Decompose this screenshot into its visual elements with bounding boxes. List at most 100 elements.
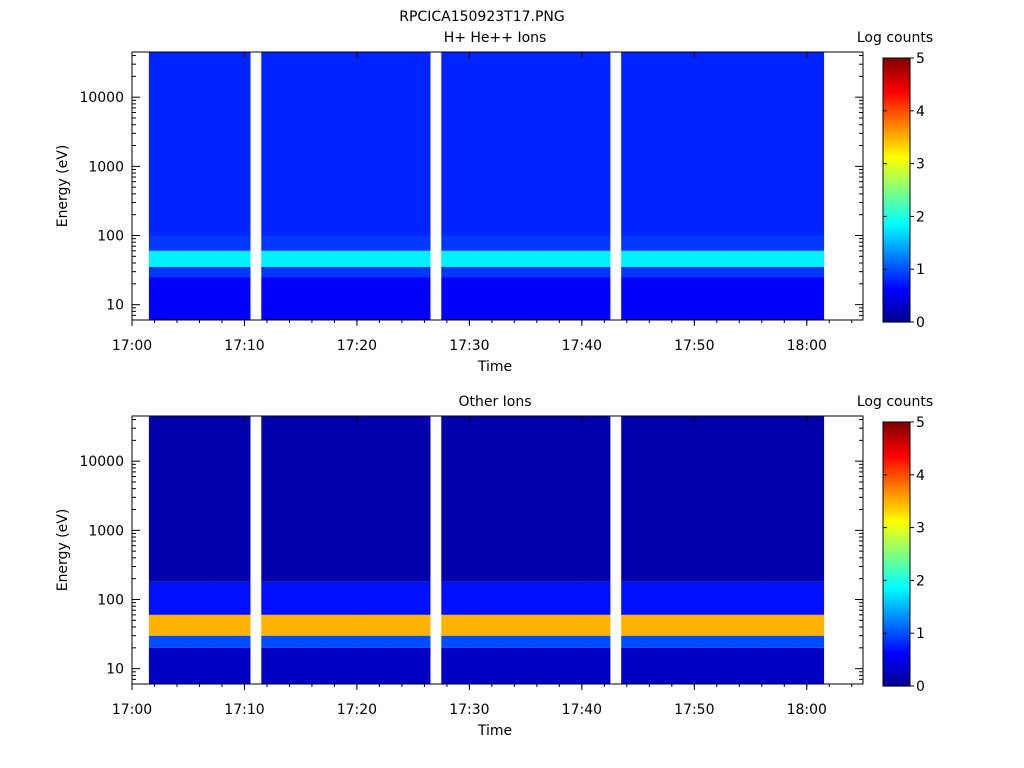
x-tick-label: 17:50 <box>674 338 714 354</box>
colorbar-segment <box>883 485 910 489</box>
heatmap-cell <box>216 250 251 267</box>
heatmap-cell <box>654 581 690 615</box>
heatmap-cell <box>362 277 397 320</box>
heatmap-cell <box>688 416 723 582</box>
heatmap-cell <box>396 267 431 278</box>
colorbar: 0 1 2 3 4 5 <box>882 415 925 695</box>
colorbar-segment <box>883 234 910 239</box>
colorbar-segment <box>883 488 910 492</box>
colorbar-segment <box>883 667 910 671</box>
heatmap-cell <box>475 267 510 278</box>
colorbar-segment <box>883 197 910 202</box>
heatmap-cell <box>362 614 397 636</box>
heatmap-cell <box>756 635 791 648</box>
heatmap-cell <box>182 267 217 278</box>
heatmap-cell <box>654 52 690 236</box>
heatmap-cell <box>475 235 510 251</box>
colorbar-segment <box>883 58 910 62</box>
heatmap-cell <box>362 267 397 278</box>
y-tick-label: 1000 <box>88 523 124 539</box>
heatmap-cell <box>216 581 251 615</box>
colorbar-segment <box>883 551 910 555</box>
colorbar-segment <box>883 274 910 278</box>
heatmap-cell <box>328 581 363 615</box>
colorbar-segment <box>883 495 910 500</box>
colorbar-segment <box>883 664 910 669</box>
colorbar-segment <box>883 635 910 640</box>
heatmap-cell <box>182 52 217 236</box>
y-axis: 10 100 1000 10000 <box>79 419 863 685</box>
colorbar-segment <box>883 643 910 647</box>
x-axis: 17:00 17:10 17:20 17:30 17:40 17:50 18:00 <box>112 52 853 354</box>
heatmap-cell <box>182 250 217 267</box>
colorbar-tick-label: 4 <box>916 468 925 484</box>
colorbar-segment <box>883 60 910 64</box>
colorbar-segment <box>883 208 910 212</box>
heatmap-cell <box>722 250 757 267</box>
heatmap-cell <box>722 416 757 582</box>
colorbar-segment <box>883 469 910 473</box>
y-axis-label: Energy (eV) <box>55 509 71 592</box>
heatmap-cell <box>362 635 397 648</box>
heatmap-cell <box>756 614 791 636</box>
colorbar-segment <box>883 139 910 144</box>
colorbar-segment <box>883 200 910 204</box>
heatmap-cell <box>621 267 656 278</box>
colorbar-segment <box>883 129 910 133</box>
heatmap-cell <box>328 647 363 684</box>
colorbar-segment <box>883 625 910 629</box>
colorbar-segment <box>883 498 910 502</box>
colorbar-segment <box>883 134 910 138</box>
heatmap-cell <box>362 416 397 582</box>
colorbar-segment <box>883 160 910 165</box>
colorbar-segment <box>883 546 910 550</box>
heatmap-cell <box>621 52 656 236</box>
x-tick-label: 17:00 <box>112 702 152 718</box>
colorbar-segment <box>883 422 910 426</box>
heatmap-cell <box>621 614 656 636</box>
heatmap-cell <box>182 635 217 648</box>
heatmap-cell <box>542 250 577 267</box>
colorbar-segment <box>883 295 910 299</box>
heatmap-cell <box>216 52 251 236</box>
heatmap-cell <box>295 581 330 615</box>
heatmap-cell <box>475 416 510 582</box>
colorbar-segment <box>883 292 910 297</box>
colorbar-segment <box>883 142 910 146</box>
x-tick-label: 17:10 <box>224 702 264 718</box>
colorbar-segment <box>883 590 910 595</box>
colorbar-tick-label: 5 <box>916 415 925 431</box>
heatmap-cell <box>789 635 825 648</box>
colorbar: 0 1 2 3 4 5 <box>882 51 925 331</box>
colorbar-segment <box>883 221 910 225</box>
colorbar-segment <box>883 585 910 589</box>
x-axis-label: Time <box>477 359 512 375</box>
heatmap-cell <box>688 647 723 684</box>
colorbar-segment <box>883 514 910 518</box>
heatmap-cell <box>261 250 296 267</box>
heatmap-cell <box>508 416 543 582</box>
colorbar-segment <box>883 187 910 191</box>
colorbar-segment <box>883 569 910 574</box>
colorbar-tick-label: 2 <box>916 209 925 225</box>
heatmap-cell <box>261 267 296 278</box>
colorbar-segment <box>883 303 910 307</box>
heatmap-cell <box>756 52 791 236</box>
colorbar-segment <box>883 124 910 128</box>
colorbar-segment <box>883 614 910 618</box>
x-tick-label: 17:30 <box>449 702 489 718</box>
y-tick-label: 100 <box>97 228 124 244</box>
colorbar-segment <box>883 596 910 600</box>
colorbar-segment <box>883 150 910 154</box>
colorbar-segment <box>883 216 910 220</box>
colorbar-segment <box>883 680 910 684</box>
colorbar-segment <box>883 527 910 531</box>
heatmap-cell <box>621 277 656 320</box>
heatmap-cell <box>756 647 791 684</box>
colorbar-segment <box>883 263 910 268</box>
colorbar-tick-label: 4 <box>916 104 925 120</box>
colorbar-segment <box>883 633 910 637</box>
heatmap-cell <box>362 235 397 251</box>
colorbar-segment <box>883 195 910 199</box>
heatmap-cell <box>542 614 577 636</box>
